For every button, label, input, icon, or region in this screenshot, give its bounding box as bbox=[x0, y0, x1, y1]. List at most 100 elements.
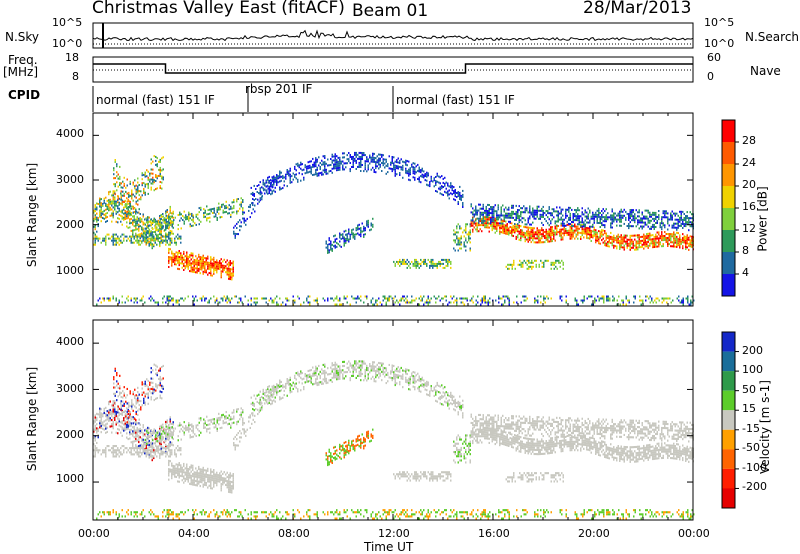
power-cell bbox=[673, 245, 675, 248]
power-cell bbox=[601, 229, 603, 232]
power-cell bbox=[548, 208, 550, 211]
power-cell bbox=[560, 230, 562, 233]
power-cell bbox=[439, 260, 441, 263]
power-cell bbox=[528, 259, 530, 262]
power-cell bbox=[604, 210, 606, 213]
power-cell bbox=[196, 263, 198, 266]
power-cell bbox=[196, 269, 198, 272]
power-cell bbox=[183, 262, 185, 265]
velocity-cell bbox=[124, 410, 126, 413]
power-cell bbox=[152, 160, 154, 163]
power-cell bbox=[192, 224, 194, 227]
power-cell bbox=[529, 217, 531, 220]
power-cell bbox=[469, 229, 471, 232]
velocity-cell bbox=[151, 459, 153, 462]
power-cell bbox=[653, 226, 655, 228]
power-cell bbox=[391, 168, 393, 170]
power-cell bbox=[653, 213, 655, 216]
velocity-cell bbox=[134, 405, 136, 408]
power-cell bbox=[626, 240, 628, 243]
power-cell bbox=[524, 207, 526, 210]
power-cell bbox=[562, 261, 564, 264]
power-cell bbox=[577, 303, 579, 306]
power-cell bbox=[681, 301, 683, 304]
power-cell bbox=[607, 237, 609, 239]
power-cell bbox=[171, 237, 173, 240]
power-cell bbox=[97, 203, 99, 205]
power-cell bbox=[336, 237, 338, 240]
power-cell bbox=[414, 260, 416, 263]
power-cell bbox=[253, 301, 255, 304]
power-cell bbox=[333, 165, 335, 168]
power-cell bbox=[205, 257, 207, 260]
power-cell bbox=[126, 205, 128, 208]
power-cell bbox=[367, 158, 369, 161]
power-cell bbox=[453, 239, 455, 242]
power-cell bbox=[226, 259, 228, 262]
power-cell bbox=[142, 223, 144, 226]
power-cell bbox=[586, 226, 588, 229]
power-cell bbox=[202, 254, 204, 257]
power-cell bbox=[250, 303, 252, 306]
power-cell bbox=[126, 213, 128, 216]
power-cell bbox=[115, 299, 117, 302]
power-cell bbox=[417, 262, 419, 265]
power-cell bbox=[450, 186, 452, 189]
power-cell bbox=[664, 239, 666, 241]
power-cell bbox=[169, 237, 171, 240]
power-cell bbox=[242, 207, 244, 210]
power-cell bbox=[103, 213, 105, 216]
power-cell bbox=[473, 215, 475, 218]
power-cell bbox=[507, 267, 509, 270]
power-cell bbox=[635, 242, 637, 245]
power-cell bbox=[556, 224, 558, 227]
power-cell bbox=[556, 214, 558, 217]
power-cell bbox=[442, 262, 444, 265]
power-cell bbox=[496, 224, 498, 226]
power-cell bbox=[189, 256, 191, 259]
velocity-cell bbox=[93, 443, 95, 446]
power-cell bbox=[343, 244, 345, 247]
power-cell bbox=[193, 263, 195, 265]
velocity-cell bbox=[131, 415, 133, 418]
velocity-cell bbox=[116, 374, 118, 377]
power-cell bbox=[316, 158, 318, 161]
power-cell bbox=[485, 205, 487, 208]
power-cell bbox=[153, 179, 155, 182]
power-cell bbox=[587, 213, 589, 216]
power-cell bbox=[168, 243, 170, 246]
power-cell bbox=[220, 258, 222, 261]
power-cell bbox=[528, 267, 530, 270]
power-cell bbox=[522, 263, 524, 266]
velocity-cell bbox=[141, 381, 143, 384]
power-cell bbox=[677, 214, 679, 217]
power-cell bbox=[592, 211, 594, 214]
power-cell bbox=[688, 219, 690, 222]
power-cell bbox=[231, 207, 233, 210]
power-cell bbox=[527, 240, 529, 243]
power-cell bbox=[563, 226, 565, 229]
power-cell bbox=[601, 295, 603, 298]
power-cell bbox=[267, 178, 269, 181]
power-cell bbox=[508, 233, 510, 236]
power-cell bbox=[557, 231, 559, 234]
power-cell bbox=[178, 262, 180, 264]
power-cell bbox=[116, 163, 118, 166]
power-cell bbox=[632, 242, 634, 245]
power-cell bbox=[120, 220, 122, 223]
power-cell bbox=[539, 217, 541, 220]
power-cell bbox=[551, 234, 553, 236]
velocity-cell bbox=[135, 429, 137, 432]
velocity-cell bbox=[123, 417, 125, 420]
power-cell bbox=[514, 231, 516, 234]
power-cell bbox=[665, 241, 667, 243]
power-cell bbox=[637, 234, 639, 237]
power-cell bbox=[169, 217, 171, 220]
power-cell bbox=[597, 295, 599, 298]
power-cell bbox=[158, 168, 160, 171]
power-cell bbox=[130, 299, 132, 302]
power-cell bbox=[664, 297, 666, 300]
power-cell bbox=[274, 180, 276, 183]
power-cell bbox=[297, 180, 299, 183]
power-cell bbox=[604, 230, 606, 232]
